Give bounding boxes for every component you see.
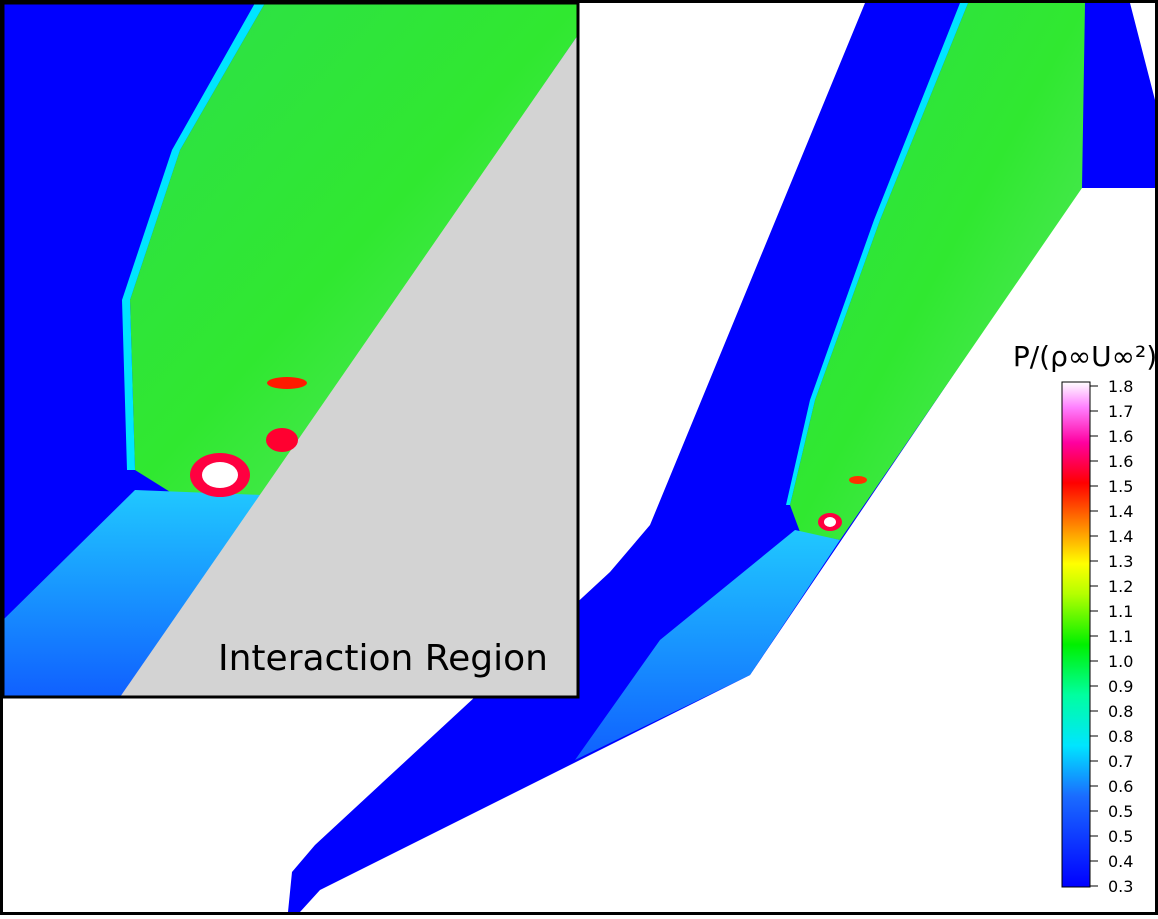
inset-shock-front — [122, 3, 265, 470]
hot-spot-core — [824, 517, 836, 527]
colorbar-label: 1.3 — [1108, 552, 1133, 571]
inset-expansion — [3, 490, 262, 697]
colorbar-label: 0.5 — [1108, 802, 1133, 821]
inset-hot-spot-core — [202, 462, 238, 488]
colorbar-label: 0.8 — [1108, 727, 1133, 746]
colorbar-label: 0.7 — [1108, 752, 1133, 771]
inset-border — [1, 1, 580, 699]
colorbar-label: 0.9 — [1108, 677, 1133, 696]
colorbar-label: 1.1 — [1108, 627, 1133, 646]
inset-shock-layer — [130, 3, 578, 495]
expansion-region — [575, 530, 840, 760]
shock-layer — [790, 3, 1085, 540]
colorbar-label: 1.2 — [1108, 577, 1133, 596]
colorbar-label: 0.8 — [1108, 702, 1133, 721]
colorbar — [1061, 381, 1091, 888]
hot-spot — [849, 476, 867, 484]
colorbar-title: P/(ρ∞U∞²) — [1013, 340, 1157, 373]
colorbar-label: 1.6 — [1108, 452, 1133, 471]
colorbar-label: 1.7 — [1108, 402, 1133, 421]
colorbar-label: 0.6 — [1108, 777, 1133, 796]
colorbar-label: 1.1 — [1108, 602, 1133, 621]
colorbar-labels: 1.8 1.7 1.6 1.6 1.5 1.4 1.4 1.3 1.2 1.1 1.1 1.0 0.9 0… — [1090, 377, 1133, 896]
colorbar-label: 1.4 — [1108, 502, 1133, 521]
inset-hot-spot — [266, 428, 298, 452]
inset-wall — [120, 35, 578, 697]
colorbar-label: 1.4 — [1108, 527, 1133, 546]
inset-label: Interaction Region — [218, 638, 548, 679]
colorbar-label: 1.6 — [1108, 427, 1133, 446]
colorbar-label: 0.3 — [1108, 877, 1133, 896]
inset-hot-spot — [267, 377, 307, 389]
colorbar-label: 0.5 — [1108, 827, 1133, 846]
colorbar-label: 1.5 — [1108, 477, 1133, 496]
colorbar-label: 1.8 — [1108, 377, 1133, 396]
inset — [3, 3, 578, 697]
colorbar-label: 0.4 — [1108, 852, 1133, 871]
colorbar-label: 1.0 — [1108, 652, 1133, 671]
